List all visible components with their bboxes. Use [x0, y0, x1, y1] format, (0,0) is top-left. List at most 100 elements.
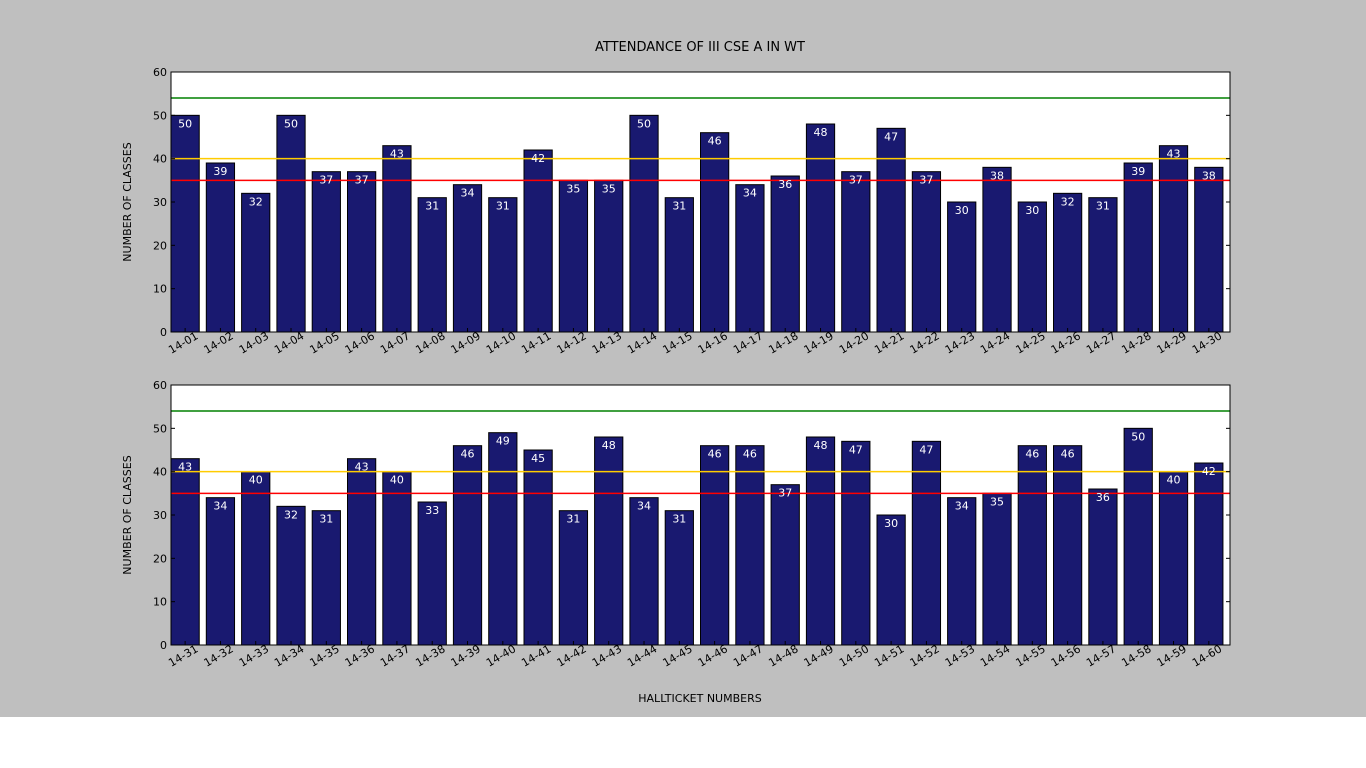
x-tick-label: 14-27 — [1084, 329, 1118, 356]
y-tick-label: 60 — [153, 379, 167, 392]
x-tick-label: 14-58 — [1119, 642, 1153, 669]
bar — [805, 436, 836, 646]
data-label: 50 — [1131, 430, 1145, 443]
y-tick-label: 50 — [153, 109, 167, 122]
bar — [311, 510, 341, 646]
bar — [876, 514, 906, 646]
bar — [1017, 445, 1047, 646]
bar — [558, 510, 589, 646]
x-tick-label: 14-12 — [555, 329, 589, 356]
data-label: 31 — [672, 513, 686, 526]
bar — [170, 114, 200, 333]
data-label: 45 — [531, 452, 545, 465]
subplots: 50 39 32 50 37 37 43 31 34 31 42 35 35 50 31 46 34 36 48 37… — [121, 66, 1231, 670]
y-tick-label: 20 — [153, 552, 167, 565]
bar — [523, 449, 553, 646]
x-tick-label: 14-13 — [590, 329, 624, 356]
x-tick-label: 14-35 — [307, 642, 341, 669]
bar — [841, 171, 871, 333]
x-tick-label: 14-48 — [766, 642, 800, 669]
data-label: 46 — [1025, 448, 1039, 461]
attendance-chart: ATTENDANCE OF III CSE A IN WT HALLTICKET… — [121, 40, 1231, 705]
bar — [1158, 145, 1189, 333]
bar — [982, 492, 1012, 646]
x-tick-label: 14-18 — [766, 329, 800, 356]
data-label: 34 — [637, 500, 651, 513]
chart-title: ATTENDANCE OF III CSE A IN WT — [595, 40, 805, 55]
bar — [417, 501, 447, 646]
data-label: 33 — [425, 504, 439, 517]
x-tick-label: 14-57 — [1084, 642, 1118, 669]
bar — [1123, 162, 1153, 333]
data-label: 31 — [672, 200, 686, 213]
y-tick-label: 40 — [153, 466, 167, 479]
x-tick-label: 14-38 — [413, 642, 447, 669]
bar — [1053, 192, 1083, 333]
y-tick-label: 50 — [153, 422, 167, 435]
data-label: 30 — [884, 517, 898, 530]
y-tick-label: 20 — [153, 239, 167, 252]
data-label: 37 — [355, 174, 369, 187]
x-tick-label: 14-09 — [449, 329, 483, 356]
y-tick-label: 10 — [153, 283, 167, 296]
bar — [241, 192, 271, 333]
bar — [841, 440, 871, 646]
bar — [170, 458, 200, 646]
bar — [947, 201, 977, 333]
data-label: 31 — [425, 200, 439, 213]
bar — [1017, 201, 1047, 333]
bar — [911, 171, 942, 333]
bar — [911, 440, 942, 646]
bar — [1158, 471, 1189, 646]
bar — [382, 145, 412, 333]
x-tick-label: 14-39 — [449, 642, 483, 669]
x-tick-label: 14-01 — [166, 329, 200, 356]
data-label: 40 — [249, 474, 263, 487]
data-label: 35 — [602, 182, 616, 195]
y-tick-label: 0 — [160, 326, 167, 339]
x-tick-label: 14-15 — [660, 329, 694, 356]
data-label: 47 — [884, 130, 898, 143]
bar — [735, 445, 765, 646]
data-label: 43 — [178, 461, 192, 474]
x-tick-label: 14-25 — [1013, 329, 1047, 356]
data-label: 42 — [1202, 465, 1216, 478]
x-tick-label: 14-32 — [202, 642, 236, 669]
data-label: 37 — [319, 174, 333, 187]
data-label: 38 — [990, 169, 1004, 182]
x-tick-label: 14-47 — [731, 642, 765, 669]
x-tick-label: 14-30 — [1190, 329, 1224, 356]
data-label: 39 — [213, 165, 227, 178]
data-label: 34 — [213, 500, 227, 513]
x-tick-label: 14-37 — [378, 642, 412, 669]
y-tick-label: 30 — [153, 509, 167, 522]
bar — [347, 458, 377, 646]
x-tick-label: 14-45 — [660, 642, 694, 669]
bar — [1194, 462, 1224, 646]
x-tick-label: 14-08 — [413, 329, 447, 356]
data-label: 47 — [919, 443, 933, 456]
data-label: 35 — [566, 182, 580, 195]
bar — [523, 149, 553, 333]
x-tick-label: 14-56 — [1049, 642, 1083, 669]
data-label: 31 — [566, 513, 580, 526]
data-label: 46 — [461, 448, 475, 461]
bar — [488, 432, 518, 646]
x-tick-label: 14-07 — [378, 329, 412, 356]
data-label: 42 — [531, 152, 545, 165]
data-label: 40 — [390, 474, 404, 487]
subplot-1: 50 39 32 50 37 37 43 31 34 31 42 35 35 50 31 46 34 36 48 37… — [121, 66, 1231, 357]
y-tick-label: 30 — [153, 196, 167, 209]
data-label: 34 — [955, 500, 969, 513]
data-label: 48 — [814, 126, 828, 139]
data-label: 30 — [955, 204, 969, 217]
x-tick-label: 14-02 — [202, 329, 236, 356]
figure-background: ATTENDANCE OF III CSE A IN WT HALLTICKET… — [0, 0, 1366, 717]
data-label: 47 — [849, 443, 863, 456]
x-tick-label: 14-49 — [802, 642, 836, 669]
y-tick-label: 60 — [153, 66, 167, 79]
y-axis-label: NUMBER OF CLASSES — [121, 142, 134, 261]
x-tick-label: 14-34 — [272, 642, 306, 669]
bar — [452, 184, 483, 333]
data-label: 48 — [814, 439, 828, 452]
